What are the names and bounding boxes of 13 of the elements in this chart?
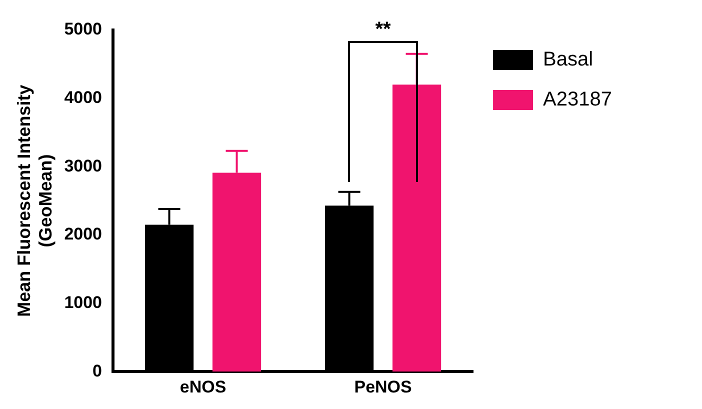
- y-tick-label: 2000: [64, 224, 102, 244]
- y-axis-title: Mean Fluorescent Intensity (GeoMean): [14, 84, 56, 317]
- y-tick-label: 5000: [64, 20, 102, 39]
- legend-label: Basal: [543, 48, 594, 71]
- annotation: **: [375, 18, 392, 40]
- legend-label: A23187: [543, 88, 612, 111]
- y-tick-label: 4000: [64, 88, 102, 108]
- x-tick-label: eNOS: [180, 377, 226, 396]
- bar: [392, 84, 442, 372]
- x-tick-label: PeNOS: [354, 377, 412, 396]
- y-tick-label: 3000: [64, 156, 102, 176]
- y-tick-label: 0: [92, 361, 102, 380]
- y-tick-label: 1000: [64, 292, 102, 312]
